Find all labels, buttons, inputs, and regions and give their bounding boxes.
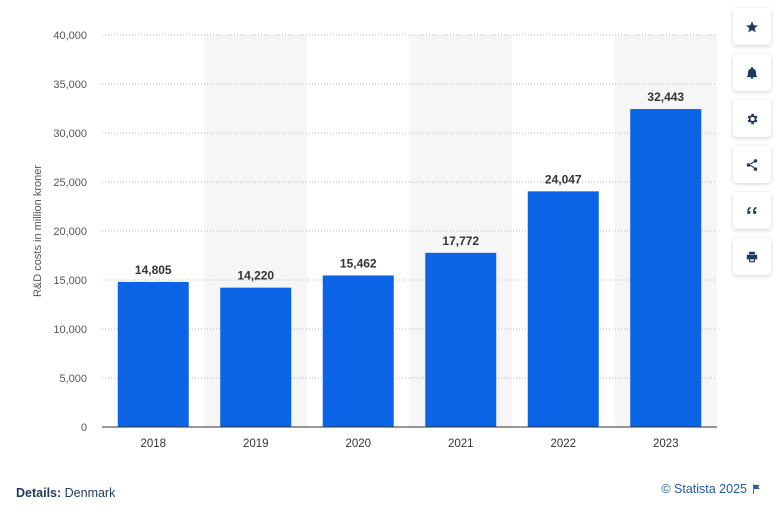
y-tick-label: 5,000 [59, 373, 87, 385]
x-tick-label: 2018 [140, 438, 166, 450]
x-tick-label: 2022 [550, 438, 576, 450]
x-tick-label: 2019 [243, 438, 269, 450]
toolbar [733, 8, 771, 284]
bar[interactable] [630, 109, 702, 428]
bar[interactable] [220, 287, 292, 427]
y-tick-label: 15,000 [53, 275, 87, 287]
print-button[interactable] [733, 238, 771, 275]
data-label: 15,462 [340, 256, 377, 270]
y-tick-label: 35,000 [53, 79, 87, 91]
y-tick-label: 10,000 [53, 324, 87, 336]
bar[interactable] [117, 281, 189, 427]
bar[interactable] [322, 275, 394, 427]
share-icon [746, 158, 758, 171]
bar[interactable] [425, 252, 497, 427]
favorite-button[interactable] [733, 8, 771, 45]
x-tick-label: 2023 [653, 438, 679, 450]
y-tick-label: 30,000 [53, 128, 87, 140]
share-button[interactable] [733, 146, 771, 183]
statista-credit[interactable]: © Statista 2025 [661, 482, 761, 496]
x-tick-label: 2020 [345, 438, 371, 450]
star-icon [746, 20, 758, 32]
details-link[interactable]: Denmark [64, 486, 116, 500]
bar-chart: 0 5,000 10,000 15,000 20,000 25,000 30,000 35,0… [32, 30, 717, 450]
y-axis-ticks: 0 5,000 10,000 15,000 20,000 25,000 30,000 35,0… [53, 30, 87, 434]
print-icon [746, 251, 758, 262]
x-tick-label: 2021 [448, 438, 474, 450]
data-label: 32,443 [647, 90, 684, 104]
credit-text: © Statista 2025 [661, 482, 747, 496]
bar[interactable] [527, 191, 599, 427]
data-labels: 14,805 14,220 15,462 17,772 24,047 32,443 [135, 90, 685, 283]
settings-button[interactable] [733, 100, 771, 137]
gear-icon [747, 113, 758, 124]
bars [117, 109, 702, 428]
data-label: 24,047 [545, 172, 582, 186]
gridlines [102, 34, 717, 379]
y-tick-label: 20,000 [53, 226, 87, 238]
y-tick-label: 25,000 [53, 177, 87, 189]
details-key: Details: [16, 486, 62, 500]
flag-icon [753, 484, 760, 494]
y-tick-label: 0 [81, 422, 87, 434]
quote-icon [747, 206, 757, 214]
cite-button[interactable] [733, 192, 771, 229]
bell-icon [746, 66, 758, 79]
data-label: 14,220 [237, 269, 274, 283]
y-axis-label: R&D costs in million kroner [32, 165, 44, 297]
data-label: 17,772 [442, 234, 479, 248]
y-tick-label: 40,000 [53, 30, 87, 42]
data-label: 14,805 [135, 263, 172, 277]
x-axis-ticks: 2018 2019 2020 2021 2022 2023 [140, 438, 678, 450]
details-note: Details: Denmark [16, 486, 115, 500]
notification-button[interactable] [733, 54, 771, 91]
